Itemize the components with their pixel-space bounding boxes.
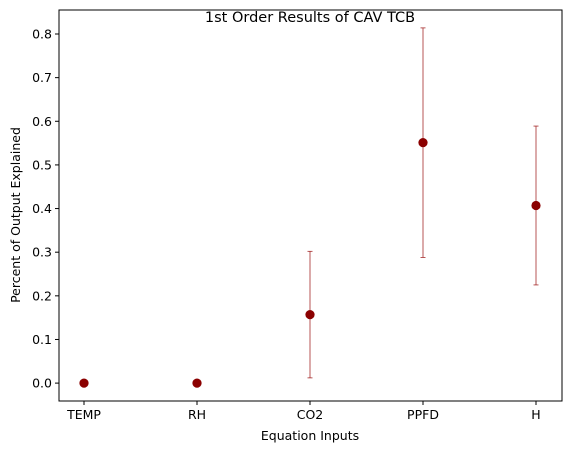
axes-frame [58, 9, 563, 402]
y-axis-title: Percent of Output Explained [8, 127, 23, 303]
y-tick-label: 0.2 [32, 288, 52, 303]
y-tick-label: 0.1 [32, 332, 52, 347]
y-tick-label: 0.8 [32, 27, 52, 42]
x-tick-label: PPFD [407, 407, 439, 422]
chart-title: 1st Order Results of CAV TCB [205, 10, 415, 26]
x-tick-label: RH [188, 407, 206, 422]
y-tick-label: 0.3 [32, 245, 52, 260]
x-tick-label: CO2 [297, 407, 324, 422]
x-tick-label: H [531, 407, 540, 422]
data-point [531, 200, 541, 211]
y-tick-label: 0.4 [32, 201, 52, 216]
x-tick-label: TEMP [66, 407, 101, 422]
y-tick-label: 0.5 [32, 157, 52, 172]
y-tick-label: 0.7 [32, 70, 52, 85]
y-tick-label: 0.6 [32, 114, 52, 129]
data-point [305, 309, 315, 320]
x-axis-title: Equation Inputs [261, 428, 359, 443]
data-point [418, 138, 428, 148]
data-point [79, 378, 89, 388]
y-tick-label: 0.0 [32, 376, 52, 391]
plot-area [79, 27, 541, 388]
data-point [192, 378, 202, 388]
